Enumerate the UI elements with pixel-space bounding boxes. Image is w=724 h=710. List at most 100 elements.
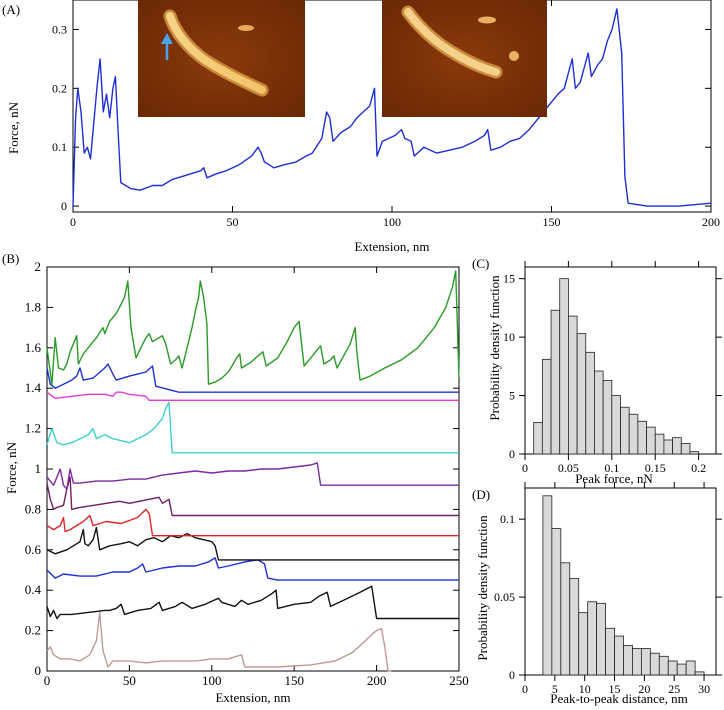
panel-a-x-tick-label: 200 <box>702 215 720 229</box>
panel-b-y-tick-label: 0.2 <box>25 623 41 638</box>
panel-d-histogram-bar <box>685 660 696 676</box>
panel-d-histogram-bar <box>605 627 615 676</box>
panel-c-histogram-bar <box>628 413 639 455</box>
panel-d-x-tick-label: 0 <box>522 682 528 696</box>
panel-c-histogram-bar <box>559 278 569 455</box>
panel-c-x-tick-label: 0 <box>522 461 528 475</box>
panel-b-x-tick-label: 0 <box>44 673 51 688</box>
panel-c-x-tick-label: 0.1 <box>604 461 619 475</box>
panel-b-series-line-7 <box>46 462 459 490</box>
panel-b-series-line-4 <box>46 526 459 561</box>
panel-c-x-tick-label: 0.2 <box>691 461 706 475</box>
panel-c-label: (C) <box>472 256 489 271</box>
panel-c-x-tick-label: 0.05 <box>558 461 579 475</box>
panel-c-histogram-bar <box>576 333 587 455</box>
panel-d-label: (D) <box>472 487 490 502</box>
panel-d-histogram-bar <box>587 601 598 676</box>
panel-b-series-line-2 <box>46 585 459 620</box>
panel-a-label: (A) <box>2 2 20 17</box>
panel-c-histogram-bar <box>541 358 552 455</box>
panel-b-x-tick-label: 50 <box>123 673 136 688</box>
panel-c-histogram-bar <box>680 443 691 455</box>
panel-b-y-tick-label: 0.8 <box>25 501 41 516</box>
panel-c-y-axis-label: Probability density function <box>487 275 502 421</box>
panel-b-series-line-5 <box>46 508 459 537</box>
panel-b-x-tick-label: 100 <box>202 673 222 688</box>
panel-b-y-tick-label: 2 <box>35 259 42 274</box>
panel-c-histogram-bar <box>550 309 561 455</box>
panel-d-histogram-bar <box>578 612 589 676</box>
afm-image-before <box>138 0 305 117</box>
panel-c-histogram-bar <box>689 451 700 455</box>
panel-b-x-tick-label: 250 <box>449 673 469 688</box>
panel-b-y-axis-label: Force, nN <box>4 441 19 494</box>
panel-b-series-line-3 <box>46 557 459 581</box>
panel-c-histogram-bar <box>594 370 604 455</box>
panel-a-x-tick-label: 50 <box>227 215 239 229</box>
panel-d-x-tick-label: 25 <box>668 682 680 696</box>
panel-b-y-tick-label: 1.2 <box>25 421 41 436</box>
panel-d-histogram-bar <box>640 648 651 676</box>
panel-c-x-tick-label: 0.15 <box>645 461 666 475</box>
panel-b-series-line-11 <box>46 270 460 385</box>
panel-b-series-line-1 <box>46 611 392 672</box>
panel-b-y-tick-label: 1 <box>35 461 42 476</box>
panel-b-series-line-10 <box>46 363 459 393</box>
panel-d-histogram-bar <box>694 671 705 676</box>
panel-d-y-tick-label: 0.05 <box>494 590 515 604</box>
panel-b-series-line-8 <box>46 401 459 454</box>
panel-b-y-tick-label: 1.8 <box>25 299 41 314</box>
panel-d-histogram: (D) Probability density function Peak-to… <box>472 482 722 706</box>
panel-d-histogram-bar <box>551 528 562 676</box>
panel-d-histogram-bar <box>649 652 660 676</box>
panel-a-y-tick-label: 0 <box>61 199 67 213</box>
panel-b-y-tick-label: 0 <box>35 663 42 678</box>
panel-c-histogram-bar <box>663 439 673 455</box>
panel-d-histogram-bar <box>614 635 624 676</box>
panel-d-y-tick-label: 0.1 <box>500 512 515 526</box>
panel-d-x-tick-label: 10 <box>579 682 591 696</box>
panel-b-x-tick-label: 200 <box>367 673 387 688</box>
panel-a-y-tick-label: 0.3 <box>52 22 67 36</box>
panel-d-histogram-bar <box>623 644 633 676</box>
panel-b-series-line-6 <box>46 476 459 517</box>
panel-b-y-tick-label: 0.6 <box>25 542 42 557</box>
panel-b-line-chart: (B) Force, nN Extension, nm 0 50 100 150 200… <box>2 251 469 705</box>
panel-b-label: (B) <box>2 251 19 266</box>
panel-c-histogram-bar <box>568 315 578 455</box>
panel-c-y-tick-label: 10 <box>503 330 515 344</box>
panel-b-x-axis-label: Extension, nm <box>215 690 290 705</box>
panel-c-histogram-bar <box>646 426 656 455</box>
panel-a-x-axis-label: Extension, nm <box>354 239 429 254</box>
panel-c-y-tick-label: 0 <box>509 447 515 461</box>
panel-a-x-tick-label: 150 <box>543 215 561 229</box>
panel-a-y-axis-label: Force, nN <box>6 101 21 154</box>
panel-d-histogram-bar <box>569 577 580 676</box>
panel-a-x-tick-label: 0 <box>70 215 76 229</box>
panel-d-histogram-bar <box>542 495 553 676</box>
panel-b-y-tick-label: 0.4 <box>25 582 42 597</box>
panel-c-histogram-bar <box>533 422 543 455</box>
panel-c-histogram-bar <box>611 395 621 455</box>
panel-d-histogram-bar <box>560 562 571 676</box>
panel-b-y-tick-label: 1.6 <box>25 340 42 355</box>
panel-d-x-tick-label: 5 <box>552 682 558 696</box>
panel-c-histogram-bar <box>637 420 647 455</box>
panel-d-histogram-bar <box>676 663 687 676</box>
panel-d-histogram-bar <box>658 655 669 676</box>
panel-c-x-axis-label: Peak force, nN <box>575 471 653 486</box>
panel-d-histogram-bar <box>632 648 642 676</box>
panel-d-x-tick-label: 15 <box>609 682 621 696</box>
panel-c-histogram: (C) Probability density function Peak fo… <box>472 256 722 486</box>
panel-a-y-tick-label: 0.1 <box>52 140 67 154</box>
panel-c-histogram-bar <box>585 351 595 455</box>
afm-image-after <box>382 0 547 117</box>
panel-a-line-chart: (A) Force, nN Extension, nm 0 50 100 150 200… <box>2 0 720 254</box>
panel-b-series-line-9 <box>46 391 459 401</box>
panel-c-y-tick-label: 5 <box>509 389 515 403</box>
panel-c-histogram-bar <box>672 437 682 455</box>
panel-d-histogram-bar <box>667 660 678 676</box>
panel-a-x-tick-label: 100 <box>383 215 401 229</box>
panel-a-series-line-1 <box>72 8 712 207</box>
